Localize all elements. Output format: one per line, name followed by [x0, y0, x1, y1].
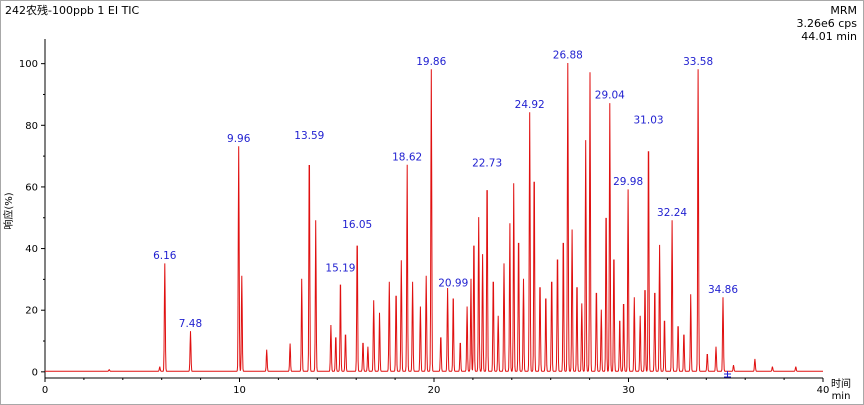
y-tick-label: 20 — [25, 306, 38, 317]
peak-label: 24.92 — [515, 99, 545, 111]
chart-title: 242农残-100ppb 1 EI TIC — [5, 4, 140, 17]
x-tick-label: 10 — [233, 385, 246, 396]
x-axis-label-bottom: min — [832, 391, 851, 402]
peak-labels: 6.16 7.48 9.96 13.59 15.19 16.05 18.62 19.86 20.… — [153, 50, 738, 330]
y-tick-label: 100 — [19, 59, 38, 70]
cursor-marker[interactable] — [724, 371, 731, 378]
y-tick-label: 40 — [25, 244, 38, 255]
peak-label: 20.99 — [438, 278, 468, 290]
peak-label: 34.86 — [708, 284, 738, 296]
peak-label: 18.62 — [392, 151, 422, 163]
x-axis-label-top: 时间 — [831, 377, 851, 390]
tic-series-line — [45, 62, 823, 373]
axes — [44, 39, 823, 379]
y-tick-label: 0 — [32, 367, 38, 378]
mode-label: MRM — [830, 4, 857, 17]
peak-label: 19.86 — [416, 56, 446, 68]
peak-label: 33.58 — [683, 56, 713, 68]
x-tick-label: 30 — [622, 385, 635, 396]
peak-label: 16.05 — [342, 219, 372, 231]
peak-label: 9.96 — [227, 133, 251, 145]
peak-label: 22.73 — [472, 158, 502, 170]
x-tick-label: 40 — [817, 385, 830, 396]
x-tick-label: 0 — [42, 385, 48, 396]
peak-label: 29.98 — [613, 176, 643, 188]
x-tick-label: 20 — [428, 385, 441, 396]
peak-label: 7.48 — [179, 318, 202, 330]
peak-label: 29.04 — [595, 90, 625, 102]
intensity-label: 3.26e6 cps — [796, 17, 857, 30]
peak-label: 31.03 — [634, 114, 664, 126]
peak-label: 15.19 — [325, 262, 355, 274]
x-ticks: 0 10 20 30 40 — [42, 378, 830, 396]
y-tick-label: 60 — [25, 182, 38, 193]
peak-label: 32.24 — [657, 207, 687, 219]
y-axis-label: 响应(%) — [2, 192, 15, 229]
peak-label: 6.16 — [153, 250, 177, 262]
peak-label: 26.88 — [553, 50, 583, 62]
peak-label: 13.59 — [294, 130, 324, 142]
time-readout-label: 44.01 min — [801, 30, 857, 43]
y-ticks: 0 20 40 60 80 100 — [19, 59, 45, 378]
y-tick-label: 80 — [25, 121, 38, 132]
